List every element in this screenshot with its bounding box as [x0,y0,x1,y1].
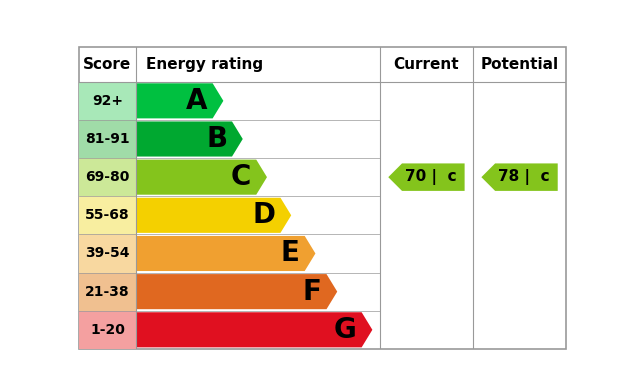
Text: 39-54: 39-54 [85,247,130,260]
Text: 81-91: 81-91 [85,132,130,146]
Polygon shape [481,163,558,191]
Text: G: G [334,316,357,344]
Bar [79,234,136,272]
Text: Energy rating: Energy rating [146,57,263,72]
Bar [79,82,136,120]
Bar [79,196,136,234]
Text: F: F [303,278,321,306]
Text: E: E [281,240,300,267]
Bar [79,158,136,196]
Polygon shape [136,198,291,233]
Text: 69-80: 69-80 [85,170,130,184]
Text: Current: Current [394,57,459,72]
Polygon shape [136,160,267,195]
Text: C: C [231,163,252,191]
Bar [79,272,136,311]
Polygon shape [136,83,223,118]
Text: Score: Score [83,57,131,72]
Polygon shape [388,163,465,191]
Text: 92+: 92+ [92,94,123,108]
Text: B: B [206,125,227,153]
Text: 78 |  c: 78 | c [498,169,550,185]
Bar [79,311,136,349]
Text: 55-68: 55-68 [85,208,130,222]
Bar [79,120,136,158]
Text: 1-20: 1-20 [90,323,125,337]
Text: A: A [186,87,208,115]
Text: Potential: Potential [481,57,559,72]
Polygon shape [136,274,337,309]
Text: 21-38: 21-38 [85,285,130,299]
Polygon shape [136,236,315,271]
Polygon shape [136,312,372,347]
Polygon shape [136,122,243,156]
Text: D: D [253,201,276,229]
Text: 70 |  c: 70 | c [404,169,457,185]
